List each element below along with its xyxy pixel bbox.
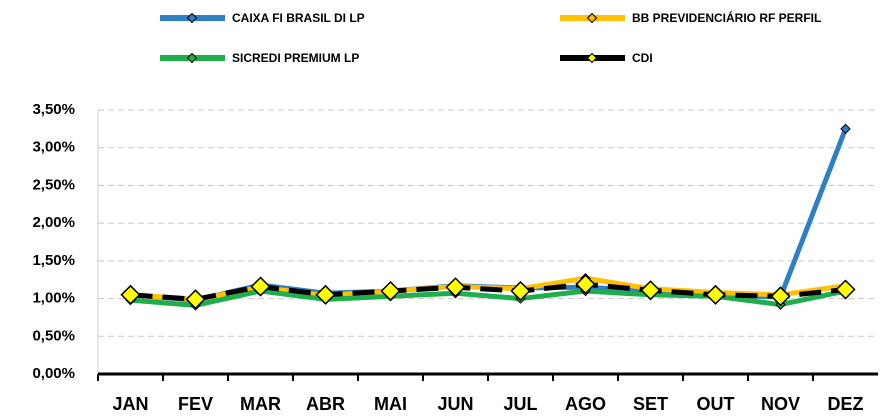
series-marker bbox=[445, 277, 466, 298]
x-tick-label: FEV bbox=[178, 394, 213, 414]
x-tick-label: ABR bbox=[306, 394, 345, 414]
y-tick-label: 3,00% bbox=[32, 139, 75, 156]
series-marker bbox=[705, 284, 726, 305]
x-tick-label: JAN bbox=[112, 394, 148, 414]
y-tick-label: 0,50% bbox=[32, 327, 75, 344]
legend-label: BB PREVIDENCIÁRIO RF PERFIL bbox=[632, 10, 821, 25]
y-tick-label: 1,50% bbox=[32, 252, 75, 269]
series-marker bbox=[185, 289, 206, 310]
x-tick-label: JUN bbox=[437, 394, 473, 414]
series-marker bbox=[120, 284, 141, 305]
x-tick-label: OUT bbox=[697, 394, 735, 414]
x-tick-label: AGO bbox=[565, 394, 606, 414]
series-marker bbox=[770, 286, 791, 307]
y-tick-label: 3,50% bbox=[32, 101, 75, 118]
legend-label: CAIXA FI BRASIL DI LP bbox=[232, 11, 365, 25]
y-tick-label: 1,00% bbox=[32, 290, 75, 307]
series-line bbox=[130, 281, 846, 302]
legend-marker bbox=[586, 12, 598, 24]
legend-marker bbox=[186, 52, 198, 64]
series-marker bbox=[640, 280, 661, 301]
y-tick-label: 2,00% bbox=[32, 214, 75, 231]
x-tick-label: DEZ bbox=[828, 394, 864, 414]
series-marker bbox=[575, 274, 596, 295]
series-marker bbox=[510, 280, 531, 302]
legend-label: CDI bbox=[632, 51, 653, 65]
x-tick-label: MAR bbox=[240, 394, 281, 414]
x-tick-label: MAI bbox=[374, 394, 407, 414]
x-tick-label: NOV bbox=[761, 394, 800, 414]
series-marker bbox=[380, 280, 401, 302]
legend-label: SICREDI PREMIUM LP bbox=[232, 51, 359, 65]
legend-marker bbox=[586, 52, 598, 64]
x-tick-label: JUL bbox=[503, 394, 537, 414]
series-marker bbox=[250, 276, 271, 297]
legend-marker bbox=[186, 12, 198, 24]
series-marker bbox=[840, 123, 851, 135]
y-tick-label: 0,00% bbox=[32, 365, 75, 382]
series-line bbox=[130, 288, 847, 308]
series-marker bbox=[835, 279, 856, 300]
series-marker bbox=[315, 284, 336, 305]
y-tick-label: 2,50% bbox=[32, 176, 75, 193]
x-tick-label: SET bbox=[633, 394, 668, 414]
series-line bbox=[130, 127, 848, 303]
